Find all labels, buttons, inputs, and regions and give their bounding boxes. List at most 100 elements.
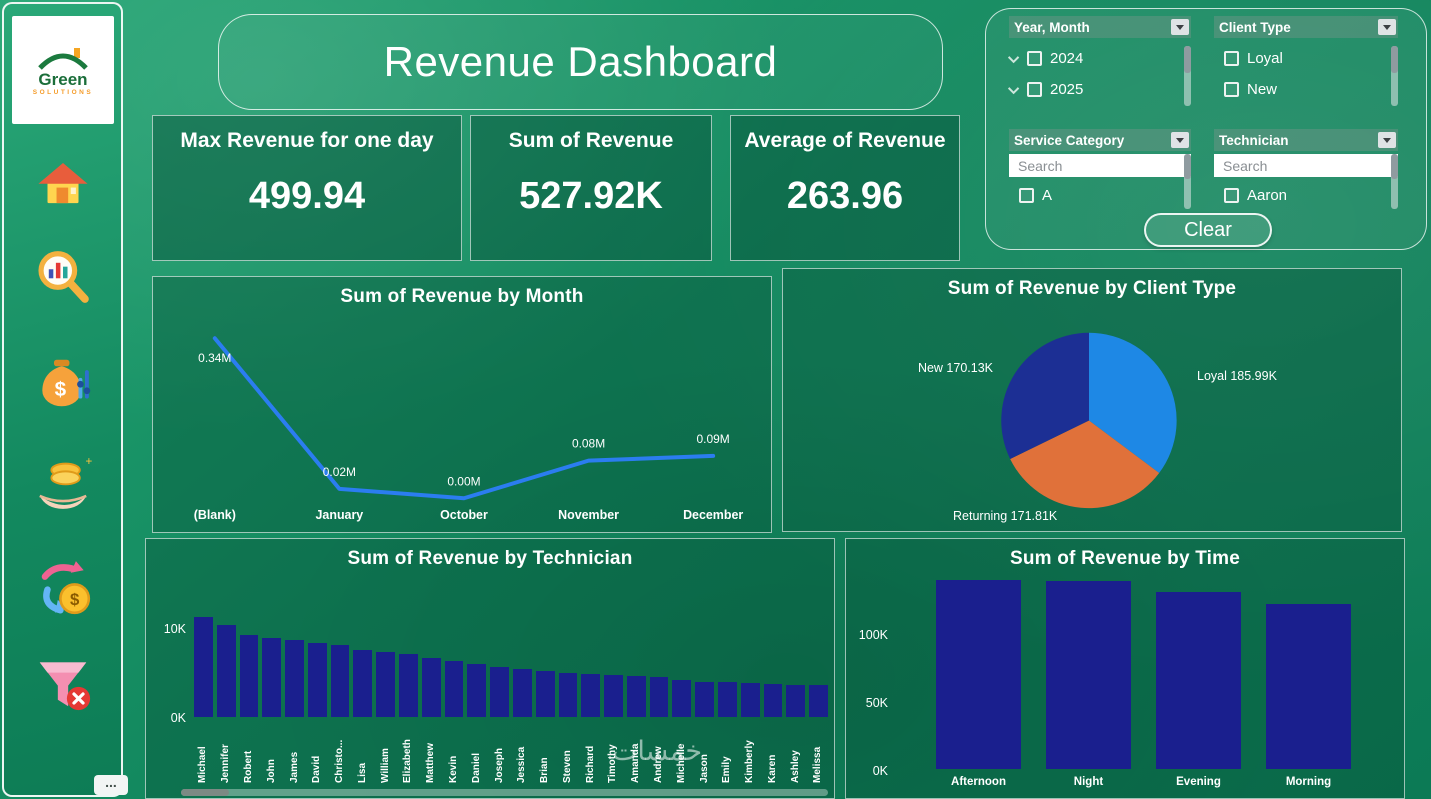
bar-brian[interactable]: [535, 671, 555, 717]
money-bag-icon[interactable]: $: [32, 352, 94, 414]
bar-timothy[interactable]: [604, 675, 623, 717]
bar-karen[interactable]: [763, 684, 783, 717]
bar-jason[interactable]: [695, 682, 714, 717]
bar-william[interactable]: [376, 652, 396, 717]
checkbox-new[interactable]: [1224, 82, 1239, 97]
bar-series: [194, 611, 828, 717]
bar-christo...[interactable]: [330, 645, 350, 717]
scrollbar-thumb[interactable]: [1184, 154, 1191, 179]
bar-matthew[interactable]: [421, 658, 441, 717]
filter-option-a[interactable]: A: [1009, 183, 1052, 208]
scrollbar[interactable]: [1184, 46, 1191, 106]
scrollbar[interactable]: [1391, 154, 1398, 209]
time-label-column: Morning: [1266, 776, 1351, 788]
tech-label-column: Jessica: [513, 721, 532, 783]
scrollbar-thumb[interactable]: [181, 789, 229, 796]
coins-hand-icon[interactable]: +: [32, 452, 94, 514]
bar-morning[interactable]: [1266, 604, 1351, 769]
technician-slicer-header[interactable]: Technician: [1214, 129, 1398, 151]
bar-jennifer[interactable]: [216, 625, 236, 717]
service-category-slicer-header[interactable]: Service Category: [1009, 129, 1191, 151]
time-label-column: Evening: [1156, 776, 1241, 788]
x-axis-label: Daniel: [470, 752, 482, 783]
funnel-clear-icon[interactable]: [32, 652, 94, 714]
more-options-button[interactable]: ...: [94, 775, 128, 795]
filter-option-loyal[interactable]: Loyal: [1214, 46, 1283, 71]
tech-label-column: Elizabeth: [399, 721, 418, 783]
bar-melissa[interactable]: [809, 685, 828, 717]
tech-label-column: Jennifer: [217, 721, 236, 783]
horizontal-scrollbar[interactable]: [181, 789, 828, 796]
x-axis-labels: Afternoon Night Evening Morning: [936, 776, 1351, 788]
bar-robert[interactable]: [239, 635, 259, 717]
filter-option-2025[interactable]: 2025: [1007, 77, 1083, 102]
checkbox-2025[interactable]: [1027, 82, 1042, 97]
bar-kimberly[interactable]: [740, 683, 760, 717]
bar-john[interactable]: [262, 638, 282, 717]
expand-chevron-icon[interactable]: [1007, 82, 1020, 94]
tech-label-column: Kimberly: [741, 721, 760, 783]
filter-option-2024[interactable]: 2024: [1007, 46, 1083, 71]
scrollbar-thumb[interactable]: [1391, 46, 1398, 73]
search-analytics-icon[interactable]: [32, 246, 94, 308]
bar-evening[interactable]: [1156, 592, 1241, 769]
x-axis-label: Kevin: [447, 755, 459, 783]
x-axis-label: John: [265, 759, 277, 783]
pie-slice-loyal[interactable]: [1088, 332, 1177, 474]
bar-daniel[interactable]: [467, 664, 487, 717]
tech-label-column: Brian: [536, 721, 555, 783]
scrollbar-thumb[interactable]: [1391, 154, 1398, 179]
x-axis-labels: Michael Jennifer Robert John James David Chris…: [194, 721, 828, 783]
bar-andrew[interactable]: [649, 677, 669, 717]
scrollbar[interactable]: [1184, 154, 1191, 209]
bar-ashley[interactable]: [786, 685, 806, 717]
bar-joseph[interactable]: [490, 667, 509, 717]
scrollbar-thumb[interactable]: [1184, 46, 1191, 73]
bar-kevin[interactable]: [444, 661, 464, 717]
chart-title: Sum of Revenue by Month: [340, 286, 584, 307]
bar-michelle[interactable]: [672, 680, 692, 717]
bar-elizabeth[interactable]: [399, 654, 418, 717]
bar-steven[interactable]: [558, 673, 578, 717]
filter-option-new[interactable]: New: [1214, 77, 1277, 102]
checkbox-loyal[interactable]: [1224, 51, 1239, 66]
x-axis-label: Michael: [197, 746, 209, 783]
expand-chevron-icon[interactable]: [1007, 51, 1020, 63]
year-month-slicer-header[interactable]: Year, Month: [1009, 16, 1191, 38]
pie-slice-returning[interactable]: [1010, 420, 1160, 509]
checkbox-a[interactable]: [1019, 188, 1034, 203]
clear-filters-button[interactable]: Clear: [1144, 213, 1272, 247]
revenue-by-client-type-chart: [1001, 332, 1177, 509]
home-icon[interactable]: [32, 154, 94, 216]
bar-lisa[interactable]: [353, 650, 373, 717]
chevron-down-icon[interactable]: [1378, 132, 1396, 148]
checkbox-aaron[interactable]: [1224, 188, 1239, 203]
chevron-down-icon[interactable]: [1378, 19, 1396, 35]
chevron-down-icon[interactable]: [1171, 132, 1189, 148]
chart-title: Sum of Revenue by Technician: [347, 548, 633, 569]
bar-amanda[interactable]: [626, 676, 646, 717]
tech-bar-column: [581, 611, 601, 717]
service-category-search-input[interactable]: [1009, 154, 1191, 177]
bar-afternoon[interactable]: [936, 580, 1021, 769]
logo-roof-icon: [38, 48, 88, 70]
revenue-line[interactable]: [212, 336, 716, 501]
chevron-down-icon[interactable]: [1171, 19, 1189, 35]
bar-emily[interactable]: [717, 682, 737, 717]
kpi-label: Max Revenue for one day: [180, 129, 434, 152]
page-title: Revenue Dashboard: [383, 38, 778, 85]
bar-jessica[interactable]: [512, 669, 532, 717]
bar-david[interactable]: [307, 643, 327, 717]
bar-richard[interactable]: [581, 674, 601, 717]
filter-option-aaron[interactable]: Aaron: [1214, 183, 1287, 208]
pie-slice-new[interactable]: [1001, 332, 1089, 459]
bar-james[interactable]: [285, 640, 304, 717]
client-type-slicer-header[interactable]: Client Type: [1214, 16, 1398, 38]
bar-michael[interactable]: [194, 617, 213, 717]
technician-search-input[interactable]: [1214, 154, 1398, 177]
scrollbar[interactable]: [1391, 46, 1398, 106]
money-exchange-icon[interactable]: $: [32, 556, 94, 618]
checkbox-2024[interactable]: [1027, 51, 1042, 66]
bar-night[interactable]: [1046, 581, 1131, 769]
tech-bar-column: [444, 611, 464, 717]
